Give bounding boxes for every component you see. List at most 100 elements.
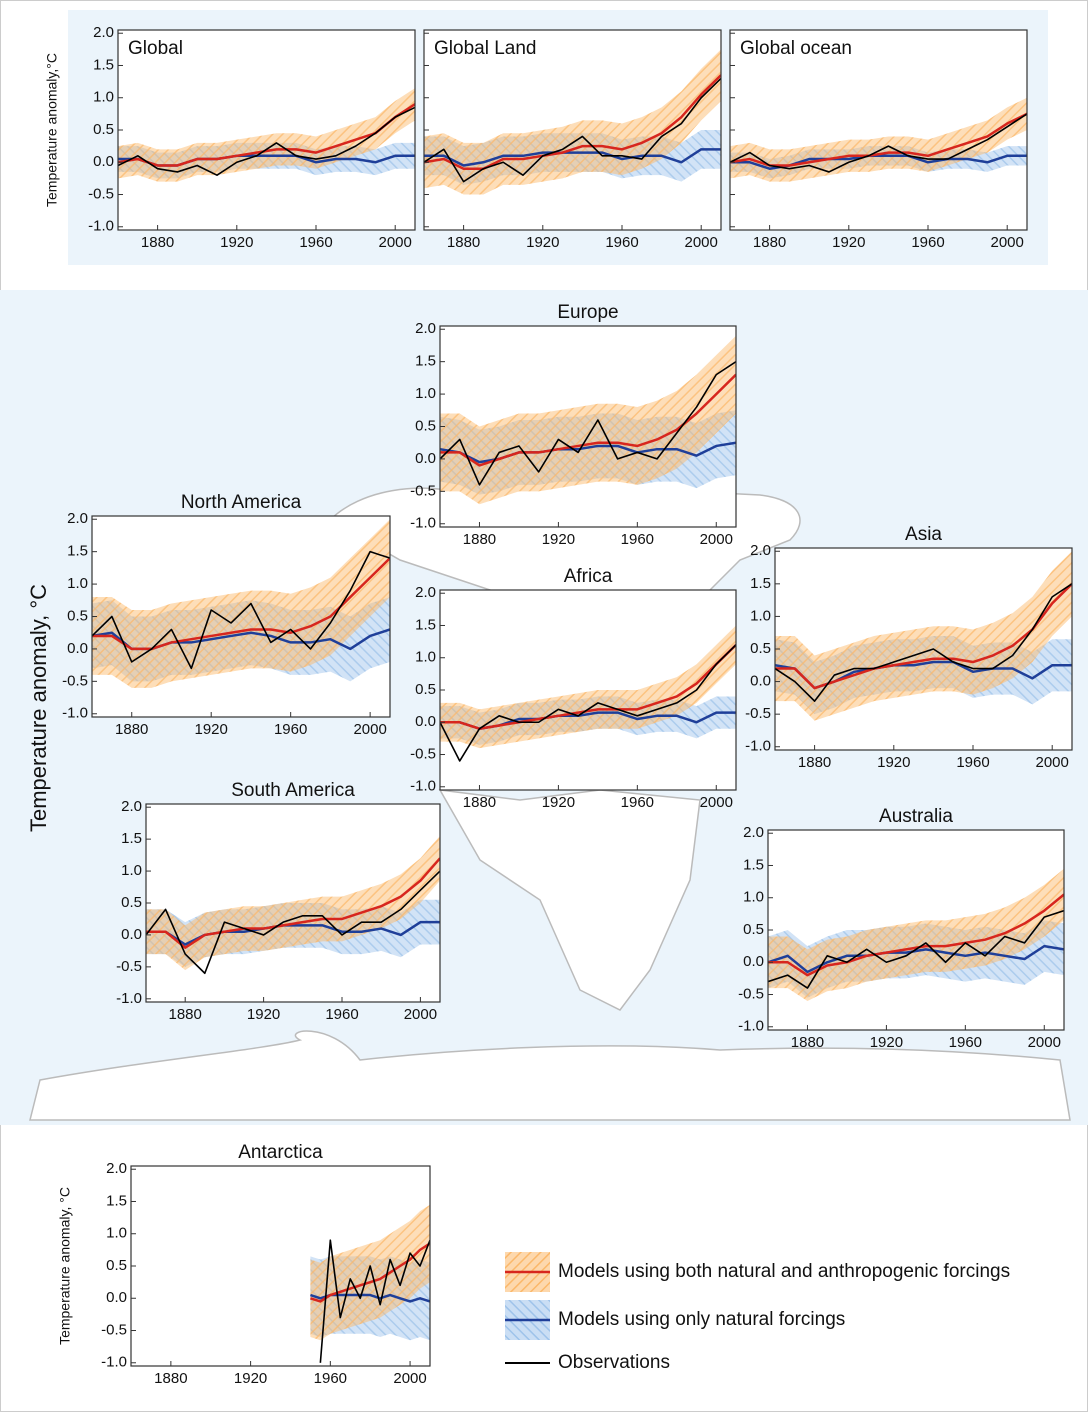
y-tick-label: 1.0 — [415, 649, 436, 666]
legend-label: Observations — [558, 1352, 670, 1373]
regional-y-axis-label: Temperature anomaly, °C — [26, 584, 51, 832]
x-tick-label: 1960 — [911, 234, 944, 251]
x-tick-label: 2000 — [700, 794, 733, 811]
x-tick-label: 1880 — [169, 1006, 202, 1023]
x-tick-label: 2000 — [991, 234, 1024, 251]
y-tick-label: 1.5 — [67, 543, 88, 560]
y-tick-label: 0.0 — [121, 926, 142, 943]
anthro-mean-line — [440, 373, 736, 467]
observations-line — [440, 644, 736, 762]
y-tick-label: -1.0 — [101, 1354, 127, 1371]
x-tick-label: 1920 — [870, 1034, 903, 1051]
natural-mean-line — [440, 441, 736, 464]
y-tick-label: 1.0 — [750, 607, 771, 624]
observations-line — [730, 113, 1027, 173]
y-tick-label: 0.0 — [67, 640, 88, 657]
chart-title: Antarctica — [238, 1142, 323, 1163]
anthro-mean-line — [440, 643, 736, 730]
x-tick-label: 1880 — [154, 1370, 187, 1387]
y-tick-label: 1.5 — [750, 575, 771, 592]
chart-title: South America — [231, 780, 355, 801]
x-tick-label: 1960 — [956, 754, 989, 771]
y-tick-label: -1.0 — [116, 990, 142, 1007]
legend-label: Models using both natural and anthropoge… — [558, 1261, 1010, 1282]
x-tick-label: 1920 — [832, 234, 865, 251]
y-tick-label: -1.0 — [410, 778, 436, 795]
chart-title: Global — [128, 38, 183, 59]
plot-content — [310, 1204, 430, 1363]
y-tick-label: -1.0 — [410, 515, 436, 532]
y-tick-label: 0.5 — [106, 1257, 127, 1274]
y-tick-label: 0.0 — [93, 153, 114, 170]
x-tick-label: 1920 — [542, 531, 575, 548]
y-tick-label: -0.5 — [738, 985, 764, 1002]
x-tick-label: 1920 — [526, 234, 559, 251]
y-tick-label: -0.5 — [62, 672, 88, 689]
x-tick-label: 1920 — [234, 1370, 267, 1387]
chart-panel: -1.0 -0.5 0.0 0.5 1.0 1.5 2.0 1880 1920 1960 2000 A… — [57, 1142, 431, 1387]
y-tick-label: 1.0 — [743, 889, 764, 906]
plot-content — [92, 519, 390, 688]
legend: Models using both natural and anthropoge… — [505, 1252, 1010, 1373]
x-tick-label: 2000 — [700, 531, 733, 548]
plot-content — [730, 97, 1027, 182]
y-tick-label: 0.0 — [106, 1289, 127, 1306]
y-tick-label: 2.0 — [415, 320, 436, 337]
y-tick-label: 2.0 — [93, 24, 114, 41]
x-tick-label: 1920 — [877, 754, 910, 771]
y-tick-label: 2.0 — [121, 798, 142, 815]
y-tick-label: 1.5 — [415, 353, 436, 370]
y-tick-label: -1.0 — [88, 218, 114, 235]
y-tick-label: 1.5 — [106, 1192, 127, 1209]
y-tick-label: 1.0 — [67, 575, 88, 592]
model-range-band — [775, 551, 1072, 721]
x-tick-label: 1920 — [542, 794, 575, 811]
x-tick-label: 1920 — [247, 1006, 280, 1023]
x-tick-label: 2000 — [685, 234, 718, 251]
chart-panel: 1880 1920 1960 2000 Global Land — [423, 29, 722, 251]
chart-panel: -1.0 -0.5 0.0 0.5 1.0 1.5 2.0 1880 1920 1960 2000 S… — [116, 780, 441, 1023]
x-tick-label: 1960 — [314, 1370, 347, 1387]
natural-mean-line — [424, 148, 721, 167]
chart-panel: -1.0 -0.5 0.0 0.5 1.0 1.5 2.0 1880 1920 1960 2000 N… — [62, 492, 391, 738]
chart-title: Global Land — [434, 38, 536, 59]
y-tick-label: 0.0 — [750, 673, 771, 690]
model-range-band — [310, 1204, 430, 1341]
model-range-band — [92, 519, 390, 688]
x-tick-label: 1880 — [463, 531, 496, 548]
x-tick-label: 1880 — [447, 234, 480, 251]
y-tick-label: 0.5 — [415, 681, 436, 698]
y-tick-label: 0.5 — [67, 607, 88, 624]
observations-line — [146, 870, 440, 975]
y-tick-label: 2.0 — [106, 1160, 127, 1177]
x-tick-label: 2000 — [1036, 754, 1069, 771]
observations-line — [775, 583, 1072, 702]
y-tick-label: -1.0 — [745, 738, 771, 755]
observations-line — [424, 77, 721, 183]
chart-panel: -1.0 -0.5 0.0 0.5 1.0 1.5 2.0 1880 1920 1960 2000 G… — [44, 24, 416, 251]
x-tick-label: 1880 — [115, 721, 148, 738]
observations-line — [92, 550, 390, 670]
y-tick-label: -1.0 — [738, 1018, 764, 1035]
x-tick-label: 2000 — [353, 721, 386, 738]
plot-content — [440, 335, 736, 505]
model-range-band — [440, 625, 736, 749]
x-tick-label: 1920 — [195, 721, 228, 738]
y-tick-label: -0.5 — [410, 745, 436, 762]
model-range-band — [440, 335, 736, 505]
x-tick-label: 2000 — [393, 1370, 426, 1387]
y-tick-label: 1.0 — [121, 862, 142, 879]
y-tick-label: 0.5 — [93, 121, 114, 138]
anthro-mean-line — [424, 74, 721, 170]
y-tick-label: 1.5 — [121, 830, 142, 847]
map-antarctica — [29, 1030, 1071, 1121]
y-tick-label: 0.0 — [743, 953, 764, 970]
x-tick-label: 1880 — [798, 754, 831, 771]
x-tick-label: 2000 — [379, 234, 412, 251]
x-tick-label: 1880 — [463, 794, 496, 811]
natural-mean-line — [768, 944, 1064, 974]
observations-line — [768, 909, 1064, 989]
y-tick-label: 0.5 — [415, 417, 436, 434]
y-tick-label: -0.5 — [101, 1321, 127, 1338]
